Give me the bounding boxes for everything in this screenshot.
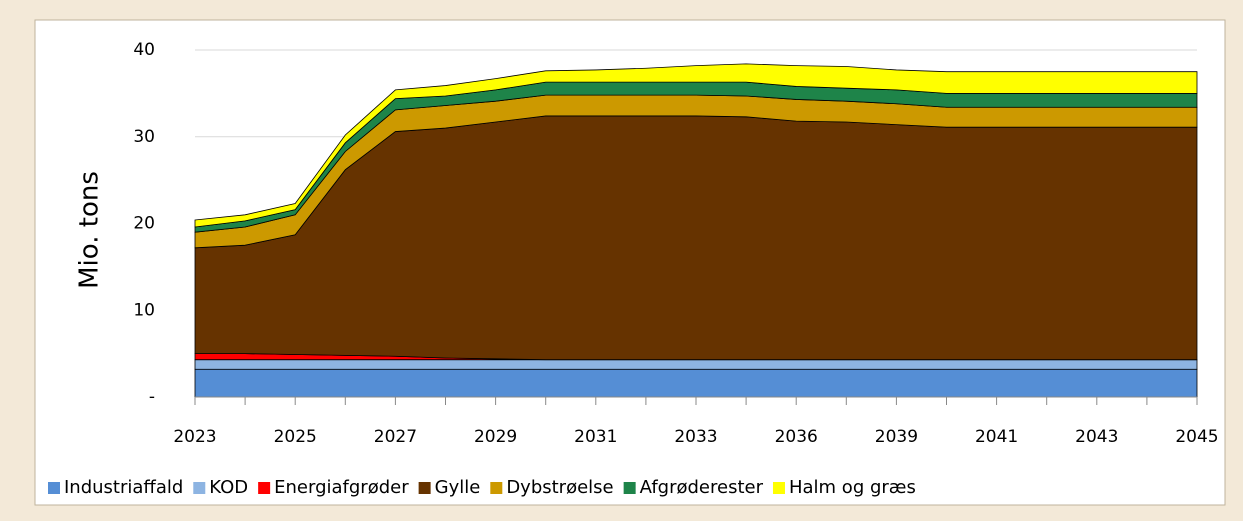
- legend-label: Dybstrøelse: [506, 477, 613, 498]
- y-tick-label: 40: [133, 40, 155, 60]
- legend-swatch: [258, 482, 271, 494]
- x-tick-label: 2033: [674, 427, 717, 447]
- y-tick-label: -: [149, 387, 155, 407]
- legend-label: Afgrøderester: [640, 477, 764, 498]
- area: [194, 359, 1198, 370]
- x-tick-label: 2025: [274, 427, 317, 447]
- x-tick-label: 2031: [574, 427, 617, 447]
- x-tick-label: 2043: [1075, 427, 1118, 447]
- x-tick-label: 2039: [875, 427, 918, 447]
- x-tick-label: 2027: [374, 427, 417, 447]
- y-axis-label: Mio. tons: [75, 171, 105, 289]
- x-tick-label: 2029: [474, 427, 517, 447]
- legend-swatch: [48, 482, 60, 494]
- x-tick-label: 2036: [775, 427, 818, 447]
- legend-label: Industriaffald: [64, 477, 183, 498]
- legend-label: Energiafgrøder: [274, 477, 409, 498]
- area: [194, 63, 1198, 228]
- y-tick-label: 20: [133, 214, 155, 234]
- legend-label: KOD: [209, 477, 248, 498]
- legend-swatch: [490, 482, 503, 494]
- legend-label: Gylle: [435, 477, 481, 498]
- y-tick-label: 10: [133, 300, 155, 320]
- legend-swatch: [418, 482, 431, 494]
- x-tick-label: 2045: [1175, 427, 1218, 447]
- x-tick-label: 2041: [975, 427, 1018, 447]
- legend-swatch: [193, 482, 206, 494]
- y-tick-label: 30: [133, 127, 155, 147]
- legend-swatch: [623, 482, 636, 494]
- legend-swatch: [772, 482, 785, 494]
- area: [194, 368, 1198, 398]
- legend-label: Halm og græs: [789, 477, 916, 498]
- x-tick-label: 2023: [173, 427, 216, 447]
